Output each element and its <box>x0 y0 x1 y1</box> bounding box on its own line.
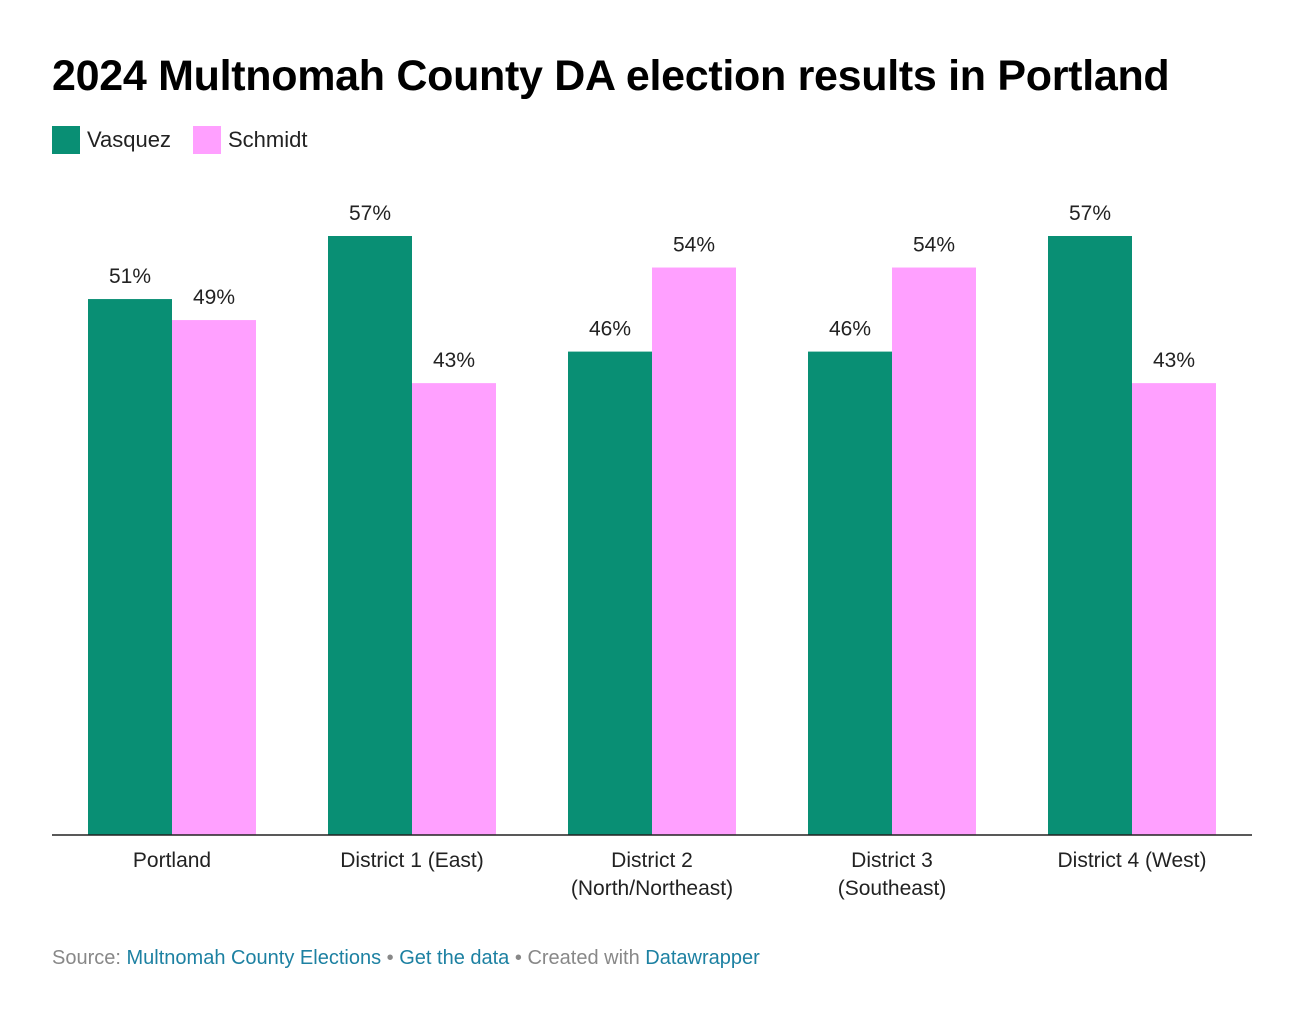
x-tick-label: District 2 <box>611 849 693 872</box>
data-label: 49% <box>193 286 235 309</box>
x-tick-label: District 1 (East) <box>340 849 484 872</box>
get-data-link[interactable]: Get the data <box>399 947 510 969</box>
legend-item-schmidt: Schmidt <box>192 126 308 154</box>
footer-separator: • <box>386 947 394 969</box>
data-label: 51% <box>109 265 151 288</box>
created-label: Created with <box>527 947 640 969</box>
bar-vasquez <box>88 299 172 836</box>
datawrapper-link[interactable]: Datawrapper <box>645 947 760 969</box>
source-link[interactable]: Multnomah County Elections <box>126 947 382 969</box>
bar-schmidt <box>412 383 496 835</box>
x-tick-label: (North/Northeast) <box>571 877 733 900</box>
data-label: 54% <box>913 234 955 257</box>
legend: Vasquez Schmidt <box>52 126 307 154</box>
x-tick-label: District 4 (West) <box>1058 849 1207 872</box>
legend-swatch-vasquez <box>52 126 80 154</box>
data-label: 46% <box>589 318 631 341</box>
legend-swatch-schmidt <box>192 126 221 154</box>
bar-schmidt <box>892 267 976 835</box>
bar-schmidt <box>172 320 256 835</box>
data-label: 54% <box>673 234 715 257</box>
x-tick-label: Portland <box>133 849 211 872</box>
bar-schmidt <box>1132 383 1216 835</box>
bar-vasquez <box>328 236 412 835</box>
footer: Source: Multnomah County Elections • Get… <box>52 947 760 970</box>
legend-item-vasquez: Vasquez <box>52 126 171 154</box>
x-tick-label: (Southeast) <box>838 877 947 900</box>
bar-vasquez <box>568 351 652 835</box>
legend-label-schmidt: Schmidt <box>227 127 308 152</box>
x-tick-label: District 3 <box>851 849 933 872</box>
bar-vasquez <box>808 351 892 835</box>
data-label: 43% <box>1153 349 1195 372</box>
source-label: Source: <box>52 947 121 969</box>
legend-label-vasquez: Vasquez <box>87 127 171 152</box>
data-label: 57% <box>349 202 391 225</box>
data-label: 46% <box>829 318 871 341</box>
bar-schmidt <box>652 267 736 835</box>
chart-title: 2024 Multnomah County DA election result… <box>52 52 1170 100</box>
data-label: 43% <box>433 349 475 372</box>
footer-separator: • <box>514 947 522 969</box>
bar-vasquez <box>1048 236 1132 835</box>
data-label: 57% <box>1069 202 1111 225</box>
